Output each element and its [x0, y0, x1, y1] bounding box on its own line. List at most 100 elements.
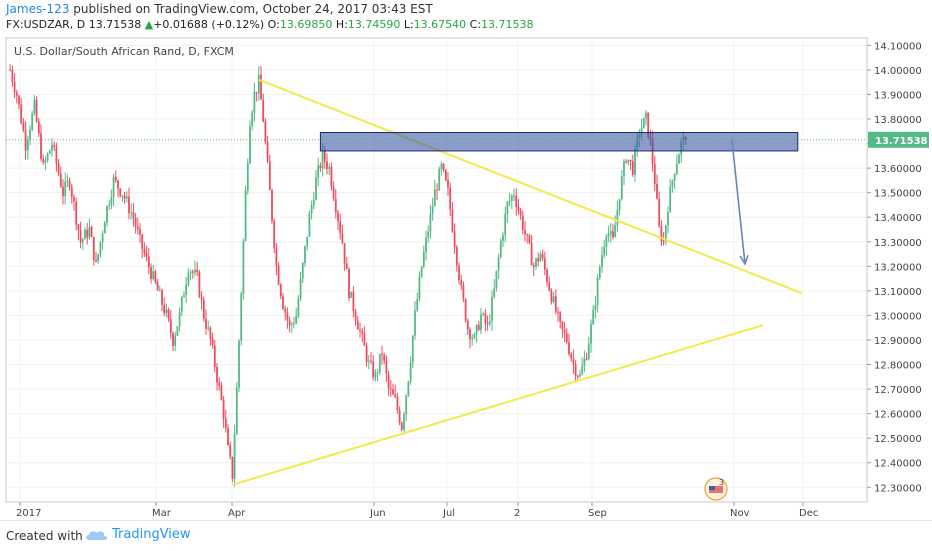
x-tick-label: Jul	[442, 508, 455, 519]
candle-body	[147, 256, 150, 268]
candle-body	[106, 206, 108, 223]
y-tick-label: 13.60000	[874, 164, 922, 175]
candle-body	[420, 266, 423, 277]
candle-body	[383, 354, 386, 361]
cloud-icon	[86, 530, 107, 540]
last-price-label: 13.71538	[875, 136, 928, 147]
candle-body	[469, 329, 471, 340]
y-tick-label: 13.10000	[874, 287, 922, 298]
candle-body	[84, 229, 86, 240]
candle-body	[205, 318, 207, 329]
candle-body	[550, 290, 553, 302]
candle-body	[238, 340, 240, 388]
candle-body	[13, 81, 16, 93]
candle-body	[627, 159, 630, 163]
candle-body	[625, 161, 628, 163]
candle-body	[669, 186, 672, 213]
candle-body	[211, 338, 214, 346]
candle-body	[477, 324, 480, 330]
candle-body	[438, 169, 441, 191]
candle-body	[504, 214, 507, 235]
candle-body	[275, 248, 278, 266]
candle-body	[200, 296, 203, 300]
last-price-marker: 13.71538	[6, 131, 929, 148]
candle-body	[288, 320, 291, 326]
candle-body	[114, 176, 117, 181]
candle-body	[334, 198, 337, 213]
candle-body	[405, 395, 408, 415]
candle-body	[77, 224, 80, 231]
candle-body	[222, 399, 225, 419]
candle-body	[262, 99, 265, 122]
candle-body	[640, 128, 643, 135]
time-axis[interactable]: 2017 Mar Apr Jun Jul 2 Sep Nov Dec	[16, 502, 818, 519]
candle-body	[488, 321, 491, 324]
candle-body	[592, 309, 595, 325]
candle-body	[172, 333, 174, 347]
candle-body	[568, 342, 570, 355]
author-link[interactable]: James-123	[6, 2, 70, 16]
candle-body	[565, 333, 568, 343]
candle-body	[607, 233, 610, 237]
candle-body	[48, 150, 51, 154]
candle-body	[422, 252, 425, 267]
candle-body	[376, 372, 379, 374]
candle-body	[286, 312, 289, 321]
candle-body	[365, 345, 368, 362]
candle-body	[594, 304, 597, 310]
y-tick-label: 12.40000	[874, 459, 922, 470]
candle-body	[246, 163, 249, 191]
candle-body	[585, 358, 588, 360]
candle-body	[68, 180, 71, 188]
candle-body	[242, 240, 245, 294]
last-price-box	[868, 131, 929, 148]
y-tick-label: 13.50000	[874, 189, 922, 200]
candle-body	[169, 318, 172, 334]
candle-body	[546, 269, 548, 283]
candle-body	[92, 236, 95, 261]
x-tick-label: Mar	[152, 508, 172, 519]
candle-body	[255, 91, 258, 94]
candle-body	[660, 225, 663, 241]
up-arrow-icon: ▲	[144, 18, 154, 31]
candle-body	[667, 212, 669, 226]
candle-body	[341, 233, 344, 244]
candle-body	[409, 362, 412, 382]
candle-body	[398, 409, 401, 423]
candle-body	[541, 254, 544, 259]
candle-body	[213, 345, 216, 367]
candle-body	[471, 337, 474, 340]
candle-body	[502, 234, 504, 241]
candle-body	[521, 215, 524, 231]
candle-body	[552, 296, 555, 302]
candle-body	[202, 299, 205, 319]
price-axis[interactable]: 12.30000 12.40000 12.50000 12.60000 12.70000…	[867, 41, 922, 494]
candle-body	[367, 360, 370, 362]
candle-body	[145, 253, 148, 257]
candle-body	[196, 269, 199, 273]
price-chart[interactable]: U.S. Dollar/South African Rand, D, FXCM …	[0, 36, 932, 520]
candle-body	[310, 204, 313, 214]
candle-body	[348, 269, 350, 298]
candle-body	[572, 358, 575, 365]
candle-body	[574, 364, 577, 376]
candle-body	[394, 394, 397, 398]
candle-body	[297, 299, 300, 317]
candle-body	[513, 195, 515, 197]
candle-body	[282, 296, 284, 309]
candle-body	[174, 335, 177, 347]
candle-body	[418, 276, 421, 300]
candle-body	[293, 323, 295, 325]
candle-body	[321, 149, 324, 169]
plot-frame	[5, 37, 868, 503]
candle-body	[178, 311, 181, 327]
candle-body	[279, 284, 282, 297]
candle-body	[385, 360, 388, 374]
candle-body	[132, 212, 135, 218]
y-tick-label: 13.30000	[874, 238, 922, 249]
candle-body	[510, 195, 513, 201]
candle-body	[343, 243, 346, 264]
events-icon[interactable]: 3	[704, 477, 728, 501]
tradingview-logo[interactable]: TradingView	[84, 527, 191, 542]
candle-body	[332, 186, 335, 199]
